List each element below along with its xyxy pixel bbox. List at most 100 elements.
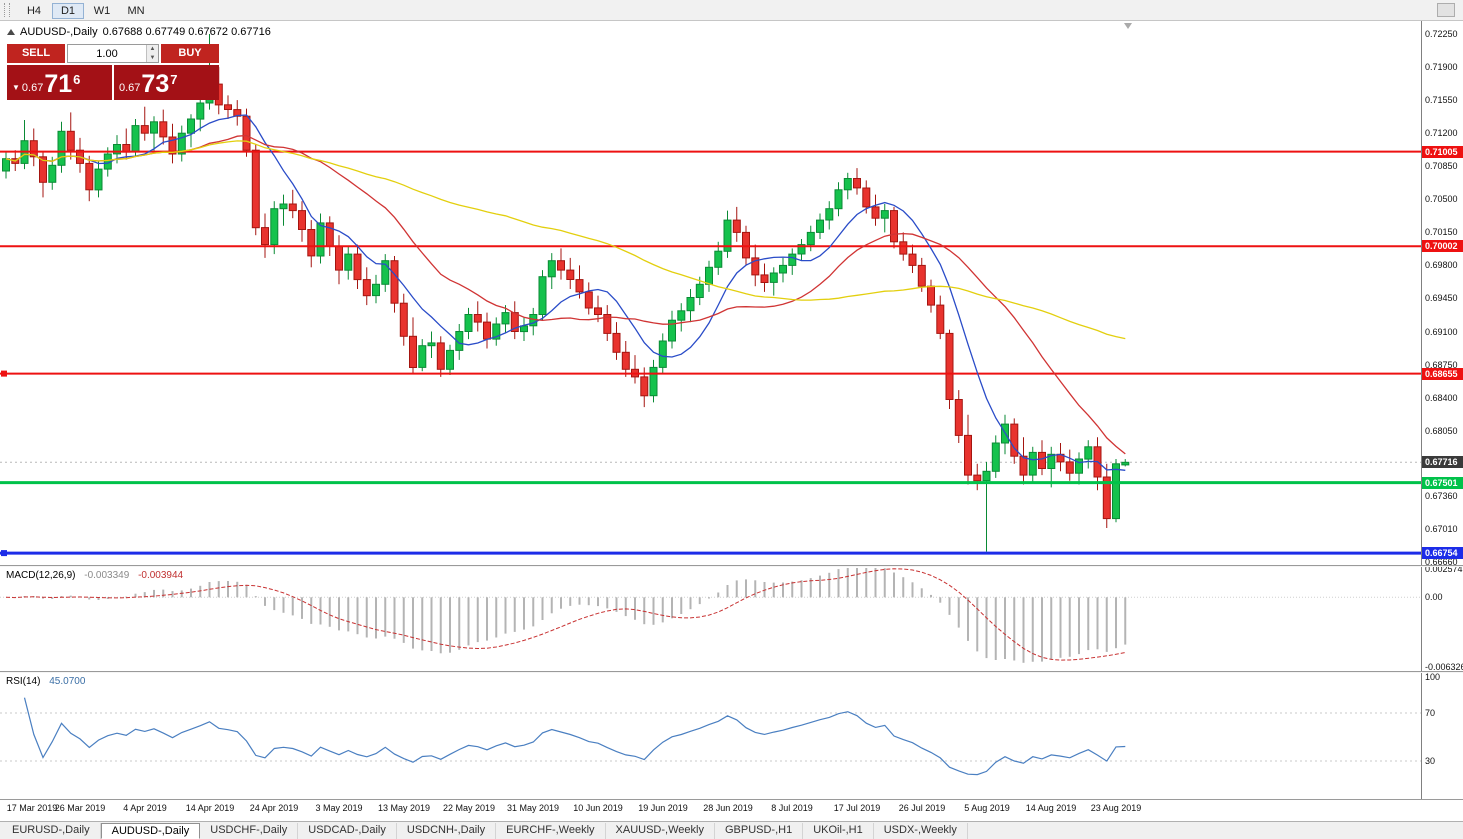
date-label: 28 Jun 2019 <box>703 803 753 813</box>
one-click-trade-panel: SELL 1.00 ▲ ▼ BUY ▼ 0.67 71 6 <box>7 44 219 100</box>
candle-body <box>390 260 399 304</box>
price-tick: 0.70150 <box>1425 227 1458 237</box>
volume-up-icon[interactable]: ▲ <box>147 45 158 54</box>
buy-button[interactable]: BUY <box>161 44 219 63</box>
chart-tab-usdchf[interactable]: USDCHF-,Daily <box>200 823 299 839</box>
candle-body <box>2 158 10 172</box>
candle-body <box>520 325 528 333</box>
candle-body <box>843 178 852 191</box>
time-scale[interactable]: 17 Mar 2019 26 Mar 2019 4 Apr 2019 14 Apr 2… <box>0 800 1421 821</box>
ohlc-info-line: AUDUSD-,Daily 0.67688 0.67749 0.67672 0.… <box>7 26 271 38</box>
timeframe-button-w1[interactable]: W1 <box>93 5 111 17</box>
moving-average-55 <box>5 140 1126 340</box>
chart-tab-usdcad[interactable]: USDCAD-,Daily <box>298 823 397 839</box>
candle-body <box>908 253 917 266</box>
date-label: 13 May 2019 <box>377 803 431 813</box>
date-label: 14 Apr 2019 <box>185 803 235 813</box>
candle-body <box>566 269 575 281</box>
chart-tab-gbpusd[interactable]: GBPUSD-,H1 <box>715 823 804 839</box>
toolbar-overflow-button[interactable] <box>1437 3 1455 17</box>
candle-body <box>399 302 408 337</box>
rsi-name: RSI(14) <box>6 676 41 687</box>
rsi-axis-splitter[interactable] <box>0 799 1463 800</box>
macd-scale-tick: -0.006326 <box>1425 662 1463 672</box>
candle-body <box>464 314 473 332</box>
volume-value[interactable]: 1.00 <box>96 47 118 60</box>
candle-body <box>584 291 593 309</box>
volume-input[interactable]: 1.00 ▲ ▼ <box>67 44 159 63</box>
candle-body <box>335 246 343 271</box>
date-label: 3 May 2019 <box>315 803 363 813</box>
candle-body <box>973 474 982 482</box>
volume-spinner: ▲ ▼ <box>146 45 158 62</box>
candle-body <box>492 323 501 340</box>
tick-down-icon: ▼ <box>12 83 20 92</box>
line-selection-handle[interactable] <box>1 370 7 377</box>
sell-price-pip: 6 <box>73 72 81 87</box>
timeframe-buttons: H4 D1 W1 MN <box>18 1 154 19</box>
chart-tab-xauusd[interactable]: XAUUSD-,Weekly <box>606 823 715 839</box>
rsi-panel[interactable] <box>0 673 1421 799</box>
candle-body <box>362 279 371 297</box>
buy-price-display[interactable]: 0.67 73 7 <box>114 65 219 100</box>
timeframe-button-mn[interactable]: MN <box>127 5 145 17</box>
candle-body <box>94 168 103 191</box>
candle-body <box>936 304 945 334</box>
chart-tab-ukoil[interactable]: UKOil-,H1 <box>803 823 874 839</box>
candle-body <box>150 121 158 134</box>
chart-shift-marker-icon[interactable] <box>1124 23 1132 29</box>
line-selection-handle[interactable] <box>1 550 7 557</box>
hline-price-marker: 0.67501 <box>1422 477 1463 489</box>
candle-body <box>1112 463 1120 520</box>
candle-body <box>168 136 177 155</box>
rsi-scale-tick: 70 <box>1425 708 1436 718</box>
candle-body <box>233 109 242 117</box>
candle-body <box>732 219 741 233</box>
chart-tab-usdx[interactable]: USDX-,Weekly <box>874 823 968 839</box>
date-label: 8 Jul 2019 <box>771 803 813 813</box>
candle-body <box>177 132 186 155</box>
candle-body <box>603 314 612 334</box>
candle-body <box>1038 451 1046 469</box>
chart-tab-eurusd[interactable]: EURUSD-,Daily <box>2 823 101 839</box>
toolbar-grip[interactable] <box>4 3 10 17</box>
chart-tab-eurchf[interactable]: EURCHF-,Weekly <box>496 823 606 839</box>
chart-tab-audusd[interactable]: AUDUSD-,Daily <box>100 823 201 839</box>
macd-signal-value: -0.003944 <box>138 570 184 581</box>
candle-body <box>187 118 195 134</box>
macd-panel[interactable] <box>0 567 1421 671</box>
rsi-scale-tick: 30 <box>1425 756 1436 766</box>
candle-body <box>140 125 149 134</box>
chart-tab-usdcnh[interactable]: USDCNH-,Daily <box>397 823 497 839</box>
chart-area: AUDUSD-,Daily 0.67688 0.67749 0.67672 0.… <box>0 21 1463 821</box>
candle-body <box>788 253 797 266</box>
date-label: 26 Mar 2019 <box>54 803 106 813</box>
candle-body <box>436 342 445 370</box>
timeframe-button-h4[interactable]: H4 <box>26 5 42 17</box>
candle-body <box>834 189 843 210</box>
date-label: 31 May 2019 <box>506 803 560 813</box>
candle-body <box>113 144 121 155</box>
rsi-scale-tick: 100 <box>1425 672 1441 682</box>
price-chart[interactable] <box>0 21 1421 565</box>
rsi-value: 45.0700 <box>49 676 86 687</box>
candle-body <box>991 442 1000 472</box>
one-click-trading-toggle-icon[interactable] <box>7 29 15 35</box>
date-label: 4 Apr 2019 <box>123 803 167 813</box>
candle-body <box>1121 461 1130 466</box>
sell-button[interactable]: SELL <box>7 44 65 63</box>
price-tick: 0.70500 <box>1425 194 1458 204</box>
price-tick: 0.69450 <box>1425 293 1458 303</box>
macd-scale-tick: 0.00 <box>1425 592 1443 602</box>
candle-body <box>316 222 325 257</box>
price-scale[interactable]: 0.72250 0.71900 0.71550 0.71200 0.70850 0.705… <box>1421 21 1463 800</box>
candle-body <box>473 314 482 323</box>
ohlc-values: 0.67688 0.67749 0.67672 0.67716 <box>102 26 271 38</box>
macd-rsi-splitter[interactable] <box>0 671 1463 673</box>
volume-down-icon[interactable]: ▼ <box>147 53 158 62</box>
sell-price-display[interactable]: ▼ 0.67 71 6 <box>7 65 112 100</box>
timeframe-button-d1[interactable]: D1 <box>52 3 84 19</box>
candle-body <box>298 210 306 231</box>
chart-macd-splitter[interactable] <box>0 565 1463 567</box>
